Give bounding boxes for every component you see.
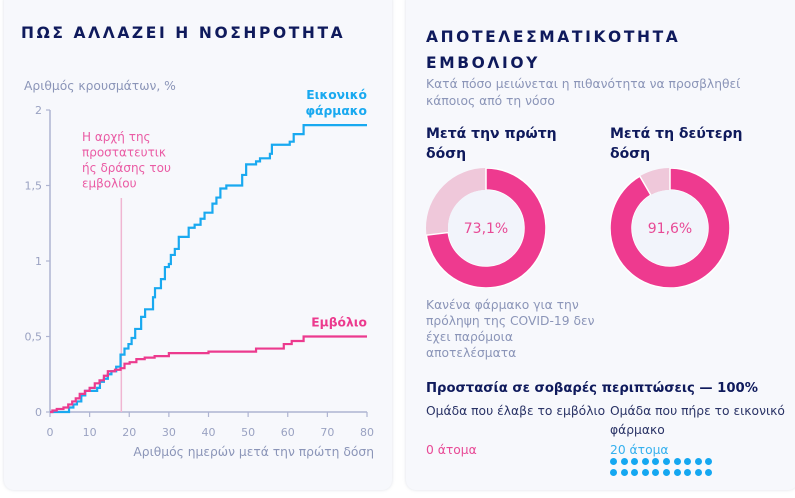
placebo-case-dot — [620, 458, 628, 465]
x-tick-label: 60 — [281, 426, 295, 439]
y-tick-label: 0 — [35, 406, 42, 419]
placebo-case-dot — [641, 468, 649, 476]
dose2-efficacy-label: 91,6% — [648, 221, 692, 237]
vaccine-onset-annotation: ής δράσης του — [82, 161, 171, 175]
x-tick-label: 30 — [162, 426, 176, 439]
placebo-case-dot — [652, 458, 660, 465]
x-tick-label: 80 — [360, 426, 374, 439]
vaccine-group-label: Ομάδα που έλαβε το εμβόλιο — [426, 404, 606, 418]
y-axis-title: Αριθμός κρουσμάτων, % — [24, 79, 176, 93]
placebo-cases-dots — [610, 458, 720, 476]
vaccine-onset-annotation: εμβολίου — [82, 177, 137, 191]
placebo-case-dot — [694, 458, 702, 465]
placebo-case-dot — [641, 458, 649, 465]
y-tick-label: 2 — [35, 104, 42, 117]
x-tick-label: 0 — [47, 426, 54, 439]
placebo-case-dot — [610, 458, 617, 465]
dose2-donut: 91,6% — [610, 168, 730, 288]
placebo-group-label: Ομάδα που πήρε το εικονικό φάρμακο — [610, 404, 785, 437]
vaccine-series-label: Εμβόλιο — [311, 316, 367, 330]
placebo-case-dot — [662, 458, 670, 465]
vaccine-onset-annotation: Η αρχή της — [82, 130, 151, 144]
placebo-case-dot — [631, 458, 639, 465]
x-tick-label: 20 — [122, 426, 136, 439]
efficacy-title: ΑΠΟΤΕΛΕΣΜΑΤΙΚΟΤΗΤΑ ΕΜΒΟΛΙΟΥ — [426, 28, 681, 72]
placebo-case-dot — [673, 458, 681, 465]
severe-cases-title: Προστασία σε σοβαρές περιπτώσεις — 100% — [426, 381, 758, 396]
placebo-group-count: 20 άτομα — [610, 443, 669, 457]
placebo-case-dot — [684, 458, 692, 465]
vaccine-group-count: 0 άτομα — [426, 443, 477, 457]
vaccine-onset-annotation: προστατευτικ — [82, 146, 166, 160]
efficacy-panel: ΑΠΟΤΕΛΕΣΜΑΤΙΚΟΤΗΤΑ ΕΜΒΟΛΙΟΥ Κατά πόσο με… — [406, 0, 795, 498]
vaccine-series-line — [50, 335, 367, 414]
dose1-note: Κανένα φάρμακο για την πρόληψη της COVID… — [426, 298, 595, 360]
x-tick-label: 70 — [320, 426, 334, 439]
placebo-case-dot — [684, 468, 692, 476]
x-axis-title: Αριθμός ημερών μετά την πρώτη δόση — [133, 445, 374, 459]
dose2-donut-hole — [632, 190, 708, 266]
placebo-case-dot — [652, 468, 660, 476]
placebo-series-label: Εικονικό — [306, 88, 367, 102]
dose1-efficacy-label: 73,1% — [464, 221, 508, 237]
placebo-case-dot — [620, 468, 628, 476]
y-tick-label: 1 — [35, 255, 42, 268]
incidence-chart: Αριθμός κρουσμάτων, %00,511,520 10 20 30 40 5… — [24, 79, 374, 459]
y-tick-label: 0,5 — [25, 331, 43, 344]
placebo-case-dot — [610, 468, 617, 476]
dose1-title: Μετά την πρώτη δόση — [426, 126, 557, 162]
placebo-series-label: φάρμακο — [305, 104, 367, 118]
placebo-case-dot — [705, 468, 713, 476]
placebo-case-dot — [694, 468, 702, 476]
placebo-case-dot — [705, 458, 713, 465]
x-tick-label: 10 — [83, 426, 97, 439]
y-tick-label: 1,5 — [25, 180, 43, 193]
placebo-case-dot — [673, 468, 681, 476]
placebo-series-line — [50, 124, 367, 414]
dose1-donut-hole — [448, 190, 524, 266]
dose2-title: Μετά τη δεύτερη δόση — [610, 126, 743, 162]
x-tick-label: 40 — [202, 426, 216, 439]
placebo-case-dot — [662, 468, 670, 476]
placebo-case-dot — [631, 468, 639, 476]
x-tick-label: 50 — [241, 426, 255, 439]
dose1-donut: 73,1% — [426, 168, 546, 288]
incidence-title: ΠΩΣ ΑΛΛΑΖΕΙ Η ΝΟΣΗΡΟΤΗΤΑ — [21, 24, 346, 42]
efficacy-subtitle: Κατά πόσο μειώνεται η πιθανότητα να προσ… — [426, 77, 741, 108]
